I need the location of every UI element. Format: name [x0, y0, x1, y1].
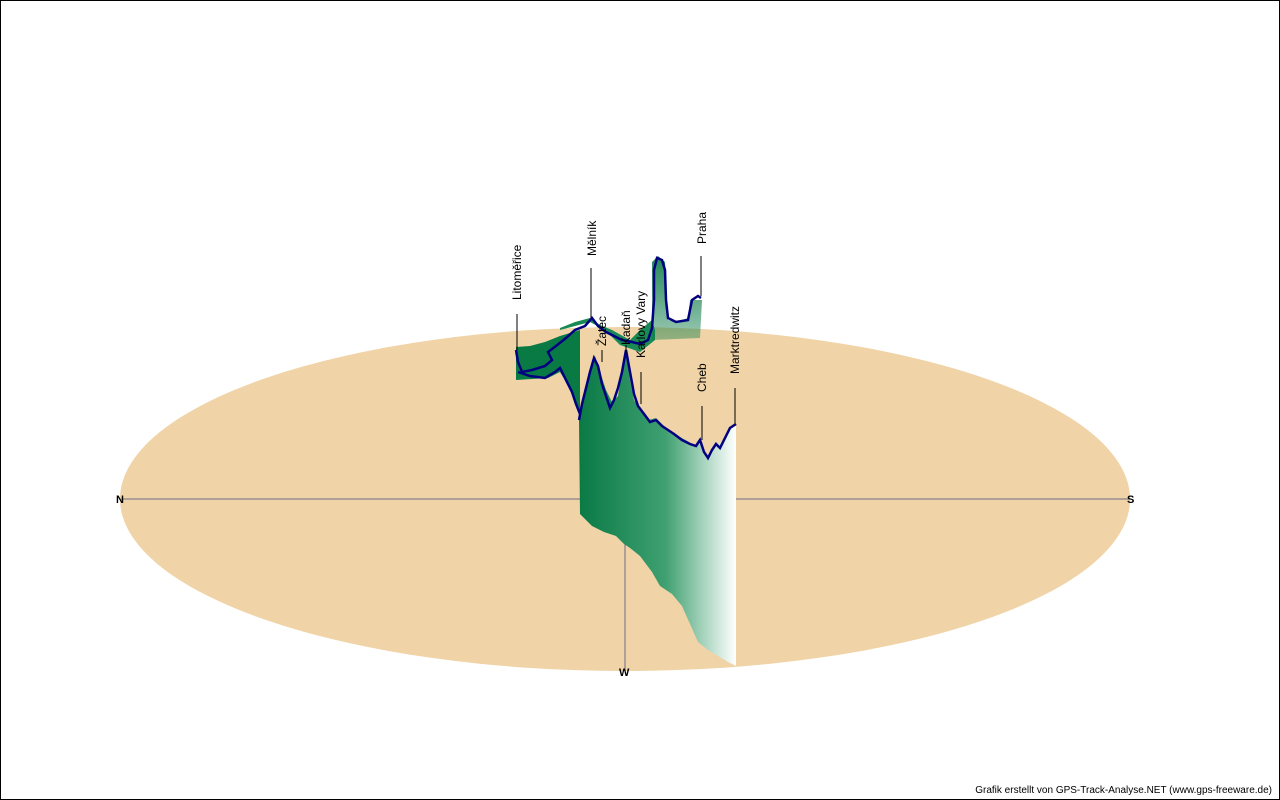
track-wall-back	[516, 330, 580, 414]
place-label-praha: Praha	[695, 212, 709, 244]
credit-text: Grafik erstellt von GPS-Track-Analyse.NE…	[975, 785, 1272, 796]
track-line-back-2	[517, 366, 582, 415]
compass-north: N	[116, 494, 124, 506]
place-label-karlovy-vary: Karlovy Vary	[634, 291, 648, 358]
place-label-marktredwitz: Marktredwitz	[728, 306, 742, 374]
place-label-melnik: Mělník	[585, 220, 599, 256]
place-label-cheb: Cheb	[695, 363, 709, 392]
compass-west: W	[619, 667, 630, 679]
track-wall-back-2	[560, 318, 655, 352]
track-front-section	[577, 349, 737, 666]
track-back-section	[514, 256, 702, 415]
place-label-litomerice: Litoměřice	[510, 244, 524, 300]
track-line-back	[514, 256, 702, 374]
track-wall-front	[579, 352, 736, 666]
place-label-zatec: Žatec	[594, 316, 609, 346]
compass-south: S	[1127, 494, 1134, 506]
track-line-front	[577, 349, 737, 461]
place-label-kadan: Kadaň	[619, 310, 633, 345]
